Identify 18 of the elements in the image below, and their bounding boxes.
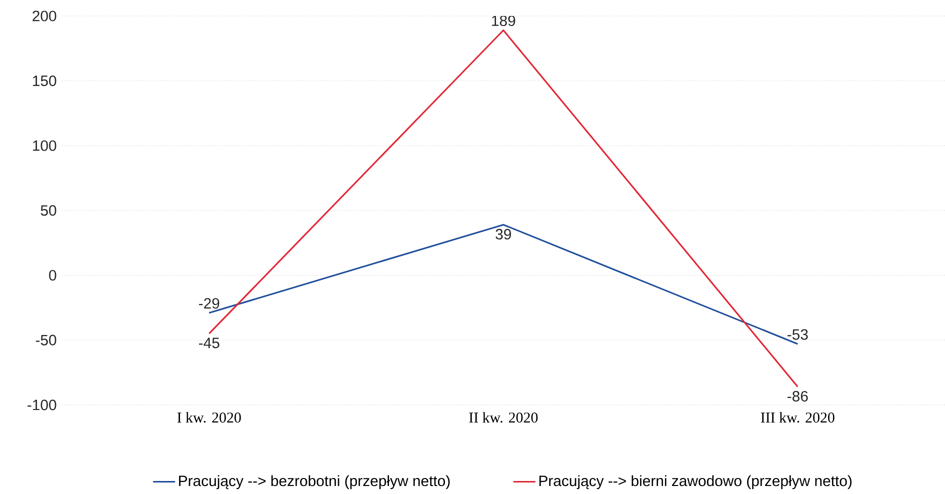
y-tick-label: -100 (28, 400, 56, 410)
x-tick-label: II kw. 2020 (469, 412, 538, 423)
y-tick-label: 0 (49, 270, 56, 281)
data-label: -53 (788, 329, 808, 340)
x-tick-label: I kw. 2020 (177, 412, 241, 423)
y-tick-label: 150 (33, 76, 56, 86)
data-label: 39 (496, 228, 511, 240)
data-label: -29 (198, 298, 220, 309)
legend-label: Pracujący --> bierni zawodowo (przepływ netto) (539, 475, 852, 490)
data-label: 189 (492, 16, 516, 26)
y-tick-label: 100 (33, 140, 56, 151)
legend-label: Pracujący --> bezrobotni (przepływ netto) (179, 475, 450, 490)
data-label: -45 (198, 338, 220, 348)
y-tick-label: -50 (36, 334, 56, 346)
x-tick-label: III kw. 2020 (760, 412, 834, 423)
y-tick-label: 50 (40, 205, 56, 216)
y-tick-label: 200 (32, 10, 56, 22)
data-label: -86 (788, 391, 808, 402)
